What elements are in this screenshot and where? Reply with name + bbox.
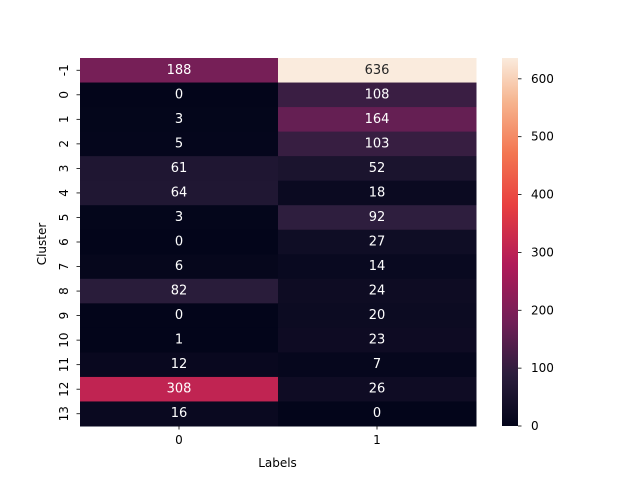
cell-value-label-r10-c1: 20 (369, 308, 386, 323)
heatmap-cell-r3-c0 (80, 131, 279, 157)
y-tick-label-5: 4 (57, 189, 71, 197)
y-tick-label-14: 13 (57, 406, 71, 421)
y-axis-label: Cluster (35, 223, 49, 266)
cell-value-label-r3-c1: 103 (365, 136, 390, 151)
heatmap-cell-r10-c1 (278, 303, 477, 329)
cell-value-label-r8-c1: 14 (369, 259, 386, 274)
cell-value-label-r7-c1: 27 (369, 235, 386, 250)
heatmap-cell-r3-c1 (278, 131, 477, 157)
heatmap-cell-r8-c0 (80, 254, 279, 280)
colorbar-tick-label-2: 200 (531, 303, 554, 317)
cell-value-label-r14-c0: 16 (171, 406, 188, 421)
heatmap-cell-r9-c0 (80, 278, 279, 304)
heatmap-cell-r13-c0 (80, 376, 279, 402)
heatmap-cell-r0-c1 (278, 58, 477, 84)
heatmap-cell-r4-c0 (80, 156, 279, 182)
heatmap-cell-r14-c0 (80, 401, 279, 427)
cell-value-label-r4-c1: 52 (369, 161, 386, 176)
colorbar-tick-label-1: 100 (531, 361, 554, 375)
cell-value-label-r13-c0: 308 (167, 382, 192, 397)
heatmap-cell-r14-c1 (278, 401, 477, 427)
heatmap-cell-r12-c1 (278, 352, 477, 378)
y-tick-label-2: 1 (57, 116, 71, 124)
cell-value-label-r14-c1: 0 (373, 406, 381, 421)
y-tick-label-1: 0 (57, 91, 71, 99)
y-tick-label-8: 7 (57, 263, 71, 271)
cell-value-label-r10-c0: 0 (175, 308, 183, 323)
cell-value-label-r0-c0: 188 (167, 63, 192, 78)
heatmap-cell-r1-c1 (278, 82, 477, 108)
cell-value-label-r12-c1: 7 (373, 357, 381, 372)
heatmap-cell-r9-c1 (278, 278, 477, 304)
heatmap-cells (80, 58, 477, 427)
y-tick-label-6: 5 (57, 214, 71, 222)
cell-value-label-r6-c0: 3 (175, 210, 183, 225)
colorbar-gradient (502, 58, 518, 426)
cell-value-label-r1-c1: 108 (365, 87, 390, 102)
cell-value-label-r1-c0: 0 (175, 87, 183, 102)
cell-value-label-r0-c1: 636 (365, 63, 390, 78)
cell-value-label-r6-c1: 92 (369, 210, 386, 225)
cell-value-label-r11-c1: 23 (369, 333, 386, 348)
colorbar: 0 100 200 300 400 500 600 (502, 58, 554, 433)
cell-value-label-r3-c0: 5 (175, 136, 183, 151)
y-tick-label-12: 11 (57, 357, 71, 372)
heatmap-cell-r2-c1 (278, 107, 477, 133)
heatmap-cell-r10-c0 (80, 303, 279, 329)
cell-value-label-r8-c0: 6 (175, 259, 183, 274)
heatmap-cell-r0-c0 (80, 58, 279, 84)
y-tick-label-4: 3 (57, 165, 71, 173)
heatmap-cell-r5-c0 (80, 180, 279, 206)
cell-value-label-r9-c0: 82 (171, 284, 188, 299)
y-tick-label-11: 10 (57, 332, 71, 347)
heatmap-cell-r2-c0 (80, 107, 279, 133)
x-tick-label-1: 1 (373, 433, 381, 447)
cell-value-label-r5-c0: 64 (171, 185, 188, 200)
heatmap-cell-r6-c0 (80, 205, 279, 231)
heatmap-cell-r11-c0 (80, 327, 279, 353)
heatmap-cell-r5-c1 (278, 180, 477, 206)
cell-value-label-r13-c1: 26 (369, 382, 386, 397)
colorbar-tick-label-4: 400 (531, 188, 554, 202)
cell-value-label-r2-c0: 3 (175, 112, 183, 127)
colorbar-ticks: 0 100 200 300 400 500 600 (518, 72, 554, 433)
x-tick-label-0: 0 (175, 433, 183, 447)
cell-value-label-r11-c0: 1 (175, 333, 183, 348)
heatmap-cell-r8-c1 (278, 254, 477, 280)
colorbar-tick-label-5: 500 (531, 130, 554, 144)
heatmap-cell-r7-c1 (278, 229, 477, 255)
cell-value-label-r4-c0: 61 (171, 161, 188, 176)
y-tick-label-3: 2 (57, 140, 71, 148)
y-tick-label-7: 6 (57, 238, 71, 246)
colorbar-tick-label-6: 600 (531, 72, 554, 86)
x-axis-label: Labels (258, 456, 297, 470)
cell-value-label-r7-c0: 0 (175, 235, 183, 250)
cell-value-label-r5-c1: 18 (369, 185, 386, 200)
cell-value-label-r12-c0: 12 (171, 357, 188, 372)
heatmap-cell-r4-c1 (278, 156, 477, 182)
colorbar-tick-label-0: 0 (531, 419, 539, 433)
y-tick-label-0: -1 (57, 64, 71, 76)
heatmap-cell-r7-c0 (80, 229, 279, 255)
y-tick-label-10: 9 (57, 312, 71, 320)
heatmap-cell-r11-c1 (278, 327, 477, 353)
heatmap-cell-r12-c0 (80, 352, 279, 378)
cell-value-label-r9-c1: 24 (369, 284, 386, 299)
heatmap-cell-labels: 188 636 0 108 3 164 5 103 61 52 64 18 3 92 0 27 6 14 82 24 0… (167, 63, 390, 421)
colorbar-tick-label-3: 300 (531, 245, 554, 259)
heatmap-cell-r1-c0 (80, 82, 279, 108)
y-tick-label-9: 8 (57, 287, 71, 295)
heatmap-cell-r13-c1 (278, 376, 477, 402)
cell-value-label-r2-c1: 164 (365, 112, 390, 127)
y-tick-label-13: 12 (57, 382, 71, 397)
heatmap-cell-r6-c1 (278, 205, 477, 231)
